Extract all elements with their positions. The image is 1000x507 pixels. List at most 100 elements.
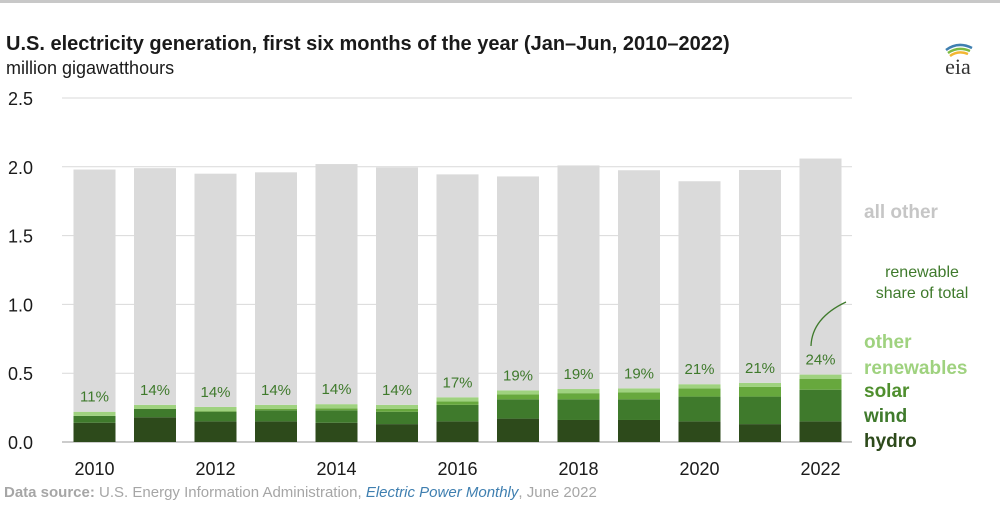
bar-segment-hydro [557, 419, 600, 442]
x-tick-label: 2018 [558, 459, 598, 479]
annotation-line-2: share of total [876, 285, 969, 302]
bar-segment-hydro [255, 421, 297, 442]
renewable-share-label: 14% [200, 384, 230, 401]
bar-segment-solar [376, 408, 418, 412]
bar-segment-all-other [376, 167, 418, 405]
bar-segment-hydro [134, 417, 176, 442]
data-source: Data source: U.S. Energy Information Adm… [4, 484, 597, 501]
bar-segment-wind [255, 410, 297, 422]
bar-segment-solar [497, 394, 539, 400]
x-tick-label: 2022 [800, 459, 840, 479]
y-tick-label: 1.0 [8, 295, 33, 315]
renewable-share-label: 19% [503, 367, 533, 384]
bar-segment-wind [376, 411, 418, 425]
chart-units: million gigawatthours [6, 58, 175, 78]
bar-segment-wind [799, 389, 842, 422]
y-tick-label: 0.5 [8, 364, 33, 384]
bar-segment-all-other [73, 169, 116, 412]
top-rule [0, 0, 1000, 3]
bar-segment-solar [315, 408, 358, 411]
bar-segment-hydro [194, 421, 237, 442]
renewable-share-label: 19% [624, 365, 654, 382]
bar-segment-all-other [436, 174, 479, 398]
bar-segment-wind [194, 411, 237, 422]
renewable-share-label: 14% [382, 382, 412, 399]
legend-label: all other [864, 202, 939, 223]
bar-segment-other-renewables [134, 404, 176, 409]
y-tick-label: 0.0 [8, 433, 33, 453]
renewable-share-label: 14% [321, 381, 351, 398]
eia-logo: eia [930, 40, 986, 80]
source-label: Data source: [4, 484, 95, 501]
bar-segment-other-renewables [376, 404, 418, 409]
chart-title: U.S. electricity generation, first six m… [6, 33, 730, 55]
source-publication: Electric Power Monthly [365, 484, 519, 501]
y-tick-label: 1.5 [8, 227, 33, 247]
renewable-share-label: 19% [563, 366, 593, 383]
bar-segment-solar [799, 378, 842, 390]
bar-segment-wind [315, 410, 358, 423]
bar-segment-solar [678, 388, 721, 397]
source-text-before: U.S. Energy Information Administration, [94, 484, 366, 501]
bar-segment-wind [73, 415, 116, 423]
renewable-share-label: 14% [140, 382, 170, 399]
bar-segment-other-renewables [678, 384, 721, 389]
bar-segment-hydro [436, 421, 479, 442]
bar-segment-all-other [557, 165, 600, 390]
y-tick-label: 2.5 [8, 89, 33, 109]
bar-segment-wind [618, 399, 660, 420]
bar-segment-solar [739, 386, 781, 397]
annotation-line-1: renewable [885, 264, 959, 281]
legend-label: solar [864, 381, 910, 402]
bar-segment-all-other [497, 176, 539, 391]
bar-segment-other-renewables [436, 397, 479, 402]
bar-segment-all-other [134, 168, 176, 405]
bar-segment-hydro [678, 421, 721, 442]
annotation-leader [810, 301, 847, 347]
bar-segment-solar [618, 392, 660, 400]
bar-segment-wind [739, 396, 781, 425]
legend-label: other [864, 332, 912, 353]
bar-segment-other-renewables [739, 382, 781, 387]
renewable-share-label: 21% [684, 361, 714, 378]
bar-segment-solar [255, 408, 297, 411]
renewable-share-label: 14% [261, 382, 291, 399]
bar-segment-wind [497, 399, 539, 419]
bar-segment-other-renewables [315, 404, 358, 409]
source-text-after: , June 2022 [518, 484, 597, 501]
bar-segment-wind [436, 404, 479, 422]
chart-area: 0.0 0.5 1.0 1.5 2.0 2.5 11% 14% 14% 14% 14% 14% 17% 1… [8, 89, 969, 479]
bar-segment-other-renewables [194, 406, 237, 412]
legend-label: wind [863, 406, 907, 427]
bar-segment-hydro [376, 424, 418, 442]
bar-segment-all-other [255, 172, 297, 405]
renewable-share-label: 24% [805, 352, 835, 369]
bar-segment-hydro [799, 421, 842, 442]
renewable-share-label: 21% [745, 360, 775, 377]
bar-segment-other-renewables [497, 390, 539, 395]
bar-segment-hydro [497, 418, 539, 442]
bar-segment-wind [678, 396, 721, 422]
bar-segment-solar [436, 401, 479, 405]
x-tick-label: 2020 [679, 459, 719, 479]
y-tick-label: 2.0 [8, 158, 33, 178]
bar-segment-solar [557, 393, 600, 400]
renewable-share-label: 17% [442, 374, 472, 391]
x-tick-label: 2012 [195, 459, 235, 479]
bar-segment-all-other [678, 181, 721, 385]
eia-logo-text: eia [945, 54, 971, 79]
x-tick-label: 2010 [74, 459, 114, 479]
bar-segment-all-other [799, 158, 842, 375]
legend-label: renewables [864, 358, 968, 379]
legend-label: hydro [864, 431, 917, 452]
bar-segment-hydro [315, 422, 358, 442]
bar-segment-hydro [73, 422, 116, 442]
bar-segment-hydro [618, 419, 660, 442]
bar-segment-other-renewables [618, 388, 660, 393]
bar-segment-wind [557, 399, 600, 420]
bar-segment-wind [134, 408, 176, 418]
bar-segment-other-renewables [73, 411, 116, 416]
bar-segment-all-other [739, 169, 781, 383]
x-tick-label: 2014 [316, 459, 356, 479]
bar-segment-other-renewables [255, 404, 297, 409]
